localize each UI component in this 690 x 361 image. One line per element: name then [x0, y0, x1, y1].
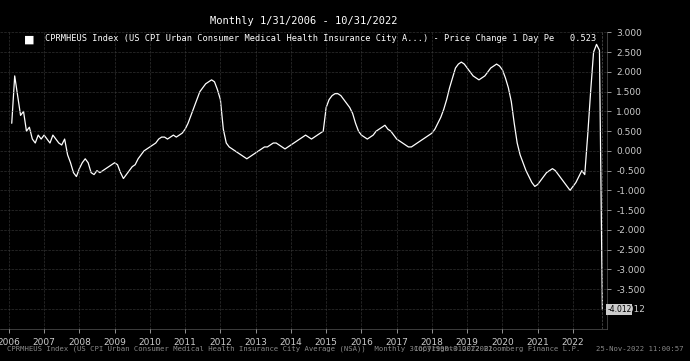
- Text: ■: ■: [24, 34, 34, 44]
- Text: CPRMHEUS Index (US CPI Urban Consumer Medical Health Insurance City A...) - Pric: CPRMHEUS Index (US CPI Urban Consumer Me…: [45, 34, 596, 43]
- Text: Copyright© 2022 Bloomberg Finance L.P.: Copyright© 2022 Bloomberg Finance L.P.: [414, 346, 580, 352]
- Text: CPRMHEUS Index (US CPI Urban Consumer Medical Health Insurance City Average (NSA: CPRMHEUS Index (US CPI Urban Consumer Me…: [7, 345, 493, 352]
- Text: -4.012: -4.012: [607, 305, 631, 314]
- Text: 25-Nov-2022 11:00:57: 25-Nov-2022 11:00:57: [595, 346, 683, 352]
- Text: Monthly 1/31/2006 - 10/31/2022: Monthly 1/31/2006 - 10/31/2022: [210, 16, 397, 26]
